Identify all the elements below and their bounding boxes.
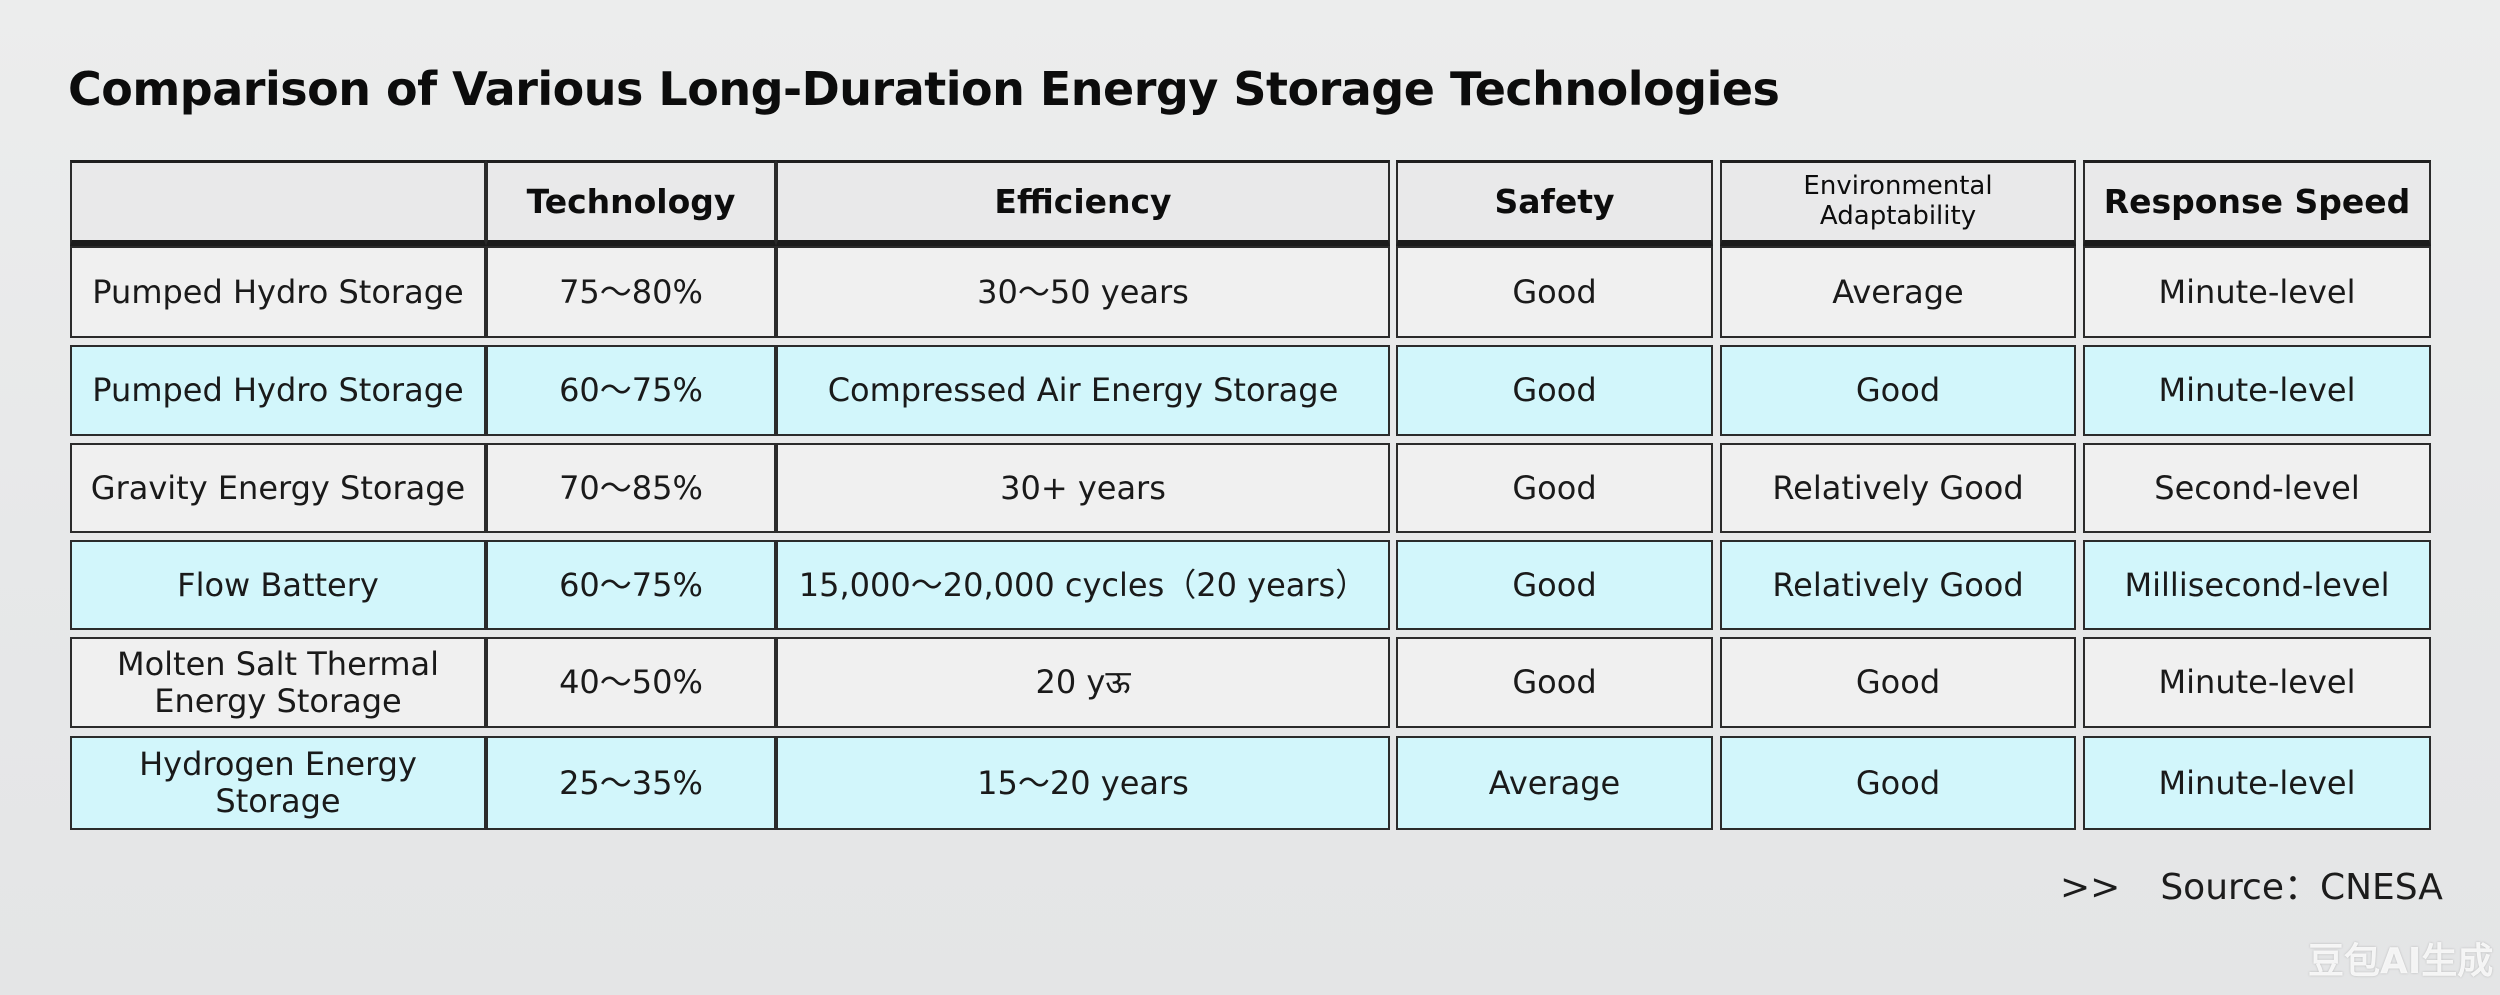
table-cell-efficiency: 15～20 years: [776, 736, 1390, 830]
watermark: 豆包AI生成: [2308, 941, 2494, 982]
header-safety: Safety: [1396, 160, 1713, 246]
header-environmental-adaptability: Environmental Adaptability: [1720, 160, 2076, 246]
source-label: Source：CNESA: [2160, 867, 2443, 908]
table-cell-technology: 25～35%: [486, 736, 776, 830]
table-cell-efficiency: 15,000～20,000 cycles（20 years）: [776, 540, 1390, 630]
page-title: Comparison of Various Long-Duration Ener…: [68, 62, 1780, 116]
table-cell-response-speed: Millisecond-level: [2083, 540, 2431, 630]
table-cell-safety: Good: [1396, 637, 1713, 728]
table-cell-safety: Average: [1396, 736, 1713, 830]
table-cell-response-speed: Minute-level: [2083, 345, 2431, 436]
table-cell-environmental-adaptability: Average: [1720, 246, 2076, 338]
source-note: >> Source：CNESA: [2060, 858, 2443, 910]
source-arrow-icon: >>: [2060, 867, 2121, 908]
table-cell-environmental-adaptability: Relatively Good: [1720, 540, 2076, 630]
table-cell-efficiency: 30～50 years: [776, 246, 1390, 338]
table-cell-response-speed: Second-level: [2083, 443, 2431, 533]
table-cell-label: Molten Salt Thermal Energy Storage: [70, 637, 486, 728]
table-cell-environmental-adaptability: Relatively Good: [1720, 443, 2076, 533]
table-cell-safety: Good: [1396, 443, 1713, 533]
header-label: [70, 160, 486, 246]
table-cell-environmental-adaptability: Good: [1720, 736, 2076, 830]
header-response-speed: Response Speed: [2083, 160, 2431, 246]
header-technology: Technology: [486, 160, 776, 246]
header-efficiency: Efficiency: [776, 160, 1390, 246]
table-cell-technology: 60～75%: [486, 540, 776, 630]
table-cell-environmental-adaptability: Good: [1720, 637, 2076, 728]
table-cell-safety: Good: [1396, 540, 1713, 630]
table-cell-technology: 40～50%: [486, 637, 776, 728]
table-cell-label: Hydrogen Energy Storage: [70, 736, 486, 830]
table-cell-label: Flow Battery: [70, 540, 486, 630]
table-cell-environmental-adaptability: Good: [1720, 345, 2076, 436]
table-cell-efficiency: 30+ years: [776, 443, 1390, 533]
table-cell-safety: Good: [1396, 345, 1713, 436]
table-cell-label: Gravity Energy Storage: [70, 443, 486, 533]
table-cell-label: Pumped Hydro Storage: [70, 345, 486, 436]
table-cell-safety: Good: [1396, 246, 1713, 338]
table-cell-technology: 75～80%: [486, 246, 776, 338]
table-cell-response-speed: Minute-level: [2083, 246, 2431, 338]
table-cell-technology: 70～85%: [486, 443, 776, 533]
table-cell-response-speed: Minute-level: [2083, 736, 2431, 830]
table-cell-response-speed: Minute-level: [2083, 637, 2431, 728]
table-cell-efficiency: Compressed Air Energy Storage: [776, 345, 1390, 436]
table-cell-label: Pumped Hydro Storage: [70, 246, 486, 338]
table-cell-efficiency: 20 yऊ: [776, 637, 1390, 728]
table-cell-technology: 60～75%: [486, 345, 776, 436]
